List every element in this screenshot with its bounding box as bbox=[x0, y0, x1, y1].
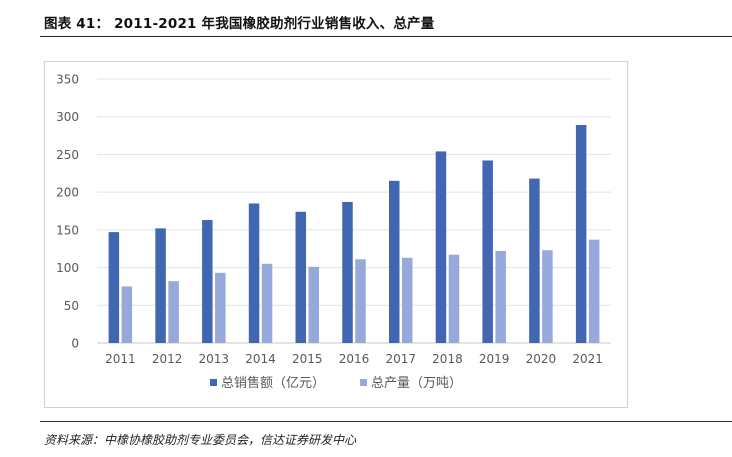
bar-sales-2018 bbox=[435, 151, 447, 343]
x-tick-label: 2014 bbox=[245, 352, 276, 366]
x-tick-label: 2011 bbox=[105, 352, 136, 366]
grid-lines bbox=[97, 78, 611, 344]
bottom-divider bbox=[40, 421, 732, 422]
bar-sales-2014 bbox=[248, 203, 260, 343]
x-tick-label: 2018 bbox=[432, 352, 463, 366]
y-tick-label: 300 bbox=[56, 110, 79, 124]
y-tick-label: 250 bbox=[56, 148, 79, 162]
bar-sales-2020 bbox=[529, 178, 540, 343]
bar-output-2013 bbox=[215, 272, 226, 343]
figure-title: 图表 41： 2011-2021 年我国橡胶助剂行业销售收入、总产量 bbox=[44, 16, 435, 32]
legend-swatch-sales bbox=[210, 379, 217, 386]
legend-swatch-output bbox=[360, 379, 367, 386]
bar-output-2011 bbox=[121, 286, 133, 343]
y-tick-label: 100 bbox=[56, 261, 79, 275]
bar-sales-2011 bbox=[108, 232, 120, 343]
y-tick-label: 150 bbox=[56, 223, 79, 237]
bar-sales-2017 bbox=[388, 180, 400, 343]
top-divider bbox=[40, 36, 732, 37]
bar-sales-2012 bbox=[155, 228, 166, 343]
bar-sales-2019 bbox=[482, 160, 493, 343]
bar-output-2020 bbox=[542, 250, 553, 343]
x-tick-label: 2017 bbox=[385, 352, 416, 366]
legend-label-output: 总产量（万吨） bbox=[371, 376, 462, 391]
bar-output-2018 bbox=[448, 254, 460, 343]
legend: 总销售额（亿元） 总产量（万吨） bbox=[210, 375, 462, 391]
x-tick-label: 2019 bbox=[479, 352, 510, 366]
x-tick-label: 2020 bbox=[526, 352, 557, 366]
bar-sales-2021 bbox=[575, 125, 587, 343]
chart-frame: 0 50 100 150 200 250 300 350 2011 2012 2013 2014 20… bbox=[44, 61, 628, 408]
bar-output-2021 bbox=[588, 239, 600, 343]
bar-output-2015 bbox=[308, 266, 320, 343]
x-tick-label: 2015 bbox=[292, 352, 323, 366]
y-axis-ticks: 0 50 100 150 200 250 300 350 bbox=[56, 73, 79, 351]
y-tick-label: 350 bbox=[56, 73, 79, 87]
legend-label-sales: 总销售额（亿元） bbox=[221, 375, 325, 391]
source-note: 资料来源：中橡协橡胶助剂专业委员会，信达证券研发中心 bbox=[44, 433, 357, 447]
y-tick-label: 50 bbox=[64, 299, 79, 313]
bar-sales-2016 bbox=[342, 201, 353, 343]
x-tick-label: 2013 bbox=[199, 352, 230, 366]
bar-output-2017 bbox=[401, 257, 413, 343]
x-axis-ticks: 2011 2012 2013 2014 2015 2016 2017 2018 2019 2020… bbox=[105, 352, 603, 366]
x-tick-label: 2012 bbox=[152, 352, 183, 366]
y-tick-label: 200 bbox=[56, 186, 79, 200]
bar-output-2016 bbox=[355, 259, 366, 343]
bar-sales-2013 bbox=[202, 220, 213, 343]
y-tick-label: 0 bbox=[71, 337, 79, 351]
bar-output-2012 bbox=[168, 281, 179, 343]
bar-sales-2015 bbox=[295, 211, 307, 343]
bar-output-2014 bbox=[261, 263, 273, 343]
bar-output-2019 bbox=[495, 250, 506, 343]
x-tick-label: 2021 bbox=[572, 352, 603, 366]
bars bbox=[108, 125, 600, 343]
x-tick-label: 2016 bbox=[339, 352, 370, 366]
